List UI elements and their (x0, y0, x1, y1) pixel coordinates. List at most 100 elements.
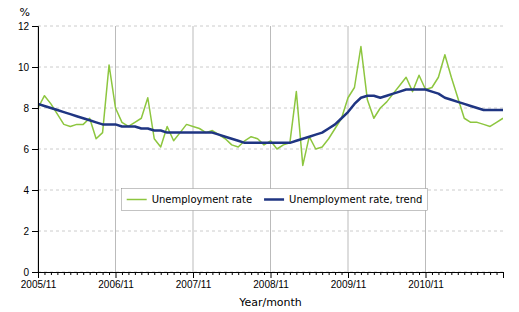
x-tick (374, 272, 375, 275)
series-line (38, 47, 503, 166)
x-tick (316, 272, 317, 275)
x-axis: 2005/112006/112007/112008/112009/112010/… (21, 272, 504, 290)
x-tick-mark (374, 272, 375, 275)
x-grid-line (425, 26, 426, 272)
x-tick-mark (96, 272, 97, 275)
x-tick (380, 272, 381, 275)
x-tick (258, 272, 259, 275)
y-axis: 024681012 (18, 21, 39, 278)
x-tick-mark (128, 272, 129, 275)
x-tick (206, 272, 207, 275)
x-tick (277, 272, 278, 275)
x-tick-mark (503, 272, 504, 275)
x-tick (199, 272, 200, 275)
x-tick (303, 272, 304, 275)
x-tick (103, 272, 104, 275)
x-tick-mark (206, 272, 207, 275)
plot: 2005/112006/112007/112008/112009/112010/… (18, 21, 504, 290)
y-tick-label: 10 (18, 62, 30, 73)
x-tick: 2009/11 (331, 272, 367, 290)
y-tick-mark (32, 26, 38, 27)
x-tick (96, 272, 97, 275)
x-tick-mark (296, 272, 297, 275)
x-tick-mark (361, 272, 362, 275)
x-tick (477, 272, 478, 275)
chart: 2005/112006/112007/112008/112009/112010/… (0, 0, 519, 312)
x-tick-mark (464, 272, 465, 275)
x-tick-mark (271, 272, 272, 278)
y-tick: 6 (23, 144, 38, 155)
x-grid-line (193, 26, 194, 272)
x-tick (419, 272, 420, 275)
y-tick-mark (32, 272, 38, 273)
x-tick-mark (232, 272, 233, 275)
x-tick-mark (400, 272, 401, 275)
x-tick-mark (277, 272, 278, 275)
x-tick (51, 272, 52, 275)
x-tick-mark (316, 272, 317, 275)
x-tick-mark (148, 272, 149, 275)
x-tick-mark (354, 272, 355, 275)
x-tick-mark (419, 272, 420, 275)
x-tick (451, 272, 452, 275)
x-tick (400, 272, 401, 275)
x-tick (309, 272, 310, 275)
x-tick-label: 2009/11 (331, 279, 367, 290)
x-tick-mark (238, 272, 239, 275)
x-tick (322, 272, 323, 275)
x-tick (122, 272, 123, 275)
x-tick (354, 272, 355, 275)
x-tick-mark (90, 272, 91, 275)
x-tick (432, 272, 433, 275)
x-tick: 2008/11 (253, 272, 289, 290)
x-tick-mark (64, 272, 65, 275)
x-tick-mark (199, 272, 200, 275)
y-tick-label: 8 (23, 103, 29, 114)
y-tick-mark (32, 231, 38, 232)
x-tick-mark (451, 272, 452, 275)
x-tick-mark (122, 272, 123, 275)
x-tick (367, 272, 368, 275)
x-tick-mark (258, 272, 259, 275)
x-tick-mark (174, 272, 175, 275)
x-tick-mark (187, 272, 188, 275)
x-tick-label: 2010/11 (408, 279, 444, 290)
x-tick (161, 272, 162, 275)
x-tick-label: 2008/11 (253, 279, 289, 290)
y-tick-label: 4 (23, 185, 29, 196)
x-tick (83, 272, 84, 275)
x-grid-line (348, 26, 349, 272)
legend-label: Unemployment rate, trend (289, 194, 422, 205)
x-tick (283, 272, 284, 275)
x-tick-mark (135, 272, 136, 275)
x-tick (232, 272, 233, 275)
x-tick-mark (180, 272, 181, 275)
x-tick (174, 272, 175, 275)
x-tick-mark (161, 272, 162, 275)
x-tick-label: 2006/11 (98, 279, 134, 290)
lines (38, 47, 503, 166)
x-tick (44, 272, 45, 275)
x-tick (225, 272, 226, 275)
y-tick-label: 2 (23, 226, 29, 237)
x-tick-mark (251, 272, 252, 275)
x-tick-mark (309, 272, 310, 275)
x-tick (57, 272, 58, 275)
x-tick (154, 272, 155, 275)
x-tick (497, 272, 498, 275)
x-tick-mark (348, 272, 349, 278)
x-tick (361, 272, 362, 275)
x-tick-mark (57, 272, 58, 275)
x-tick-mark (445, 272, 446, 275)
grid (38, 26, 503, 272)
x-tick-mark (219, 272, 220, 275)
x-tick (212, 272, 213, 275)
x-tick: 2006/11 (98, 272, 134, 290)
x-tick-label: 2005/11 (21, 279, 57, 290)
y-tick: 10 (18, 62, 38, 73)
x-tick (141, 272, 142, 275)
y-tick-mark (32, 108, 38, 109)
legend-label: Unemployment rate (152, 194, 252, 205)
x-tick (109, 272, 110, 275)
x-axis-title: Year/month (238, 296, 302, 309)
